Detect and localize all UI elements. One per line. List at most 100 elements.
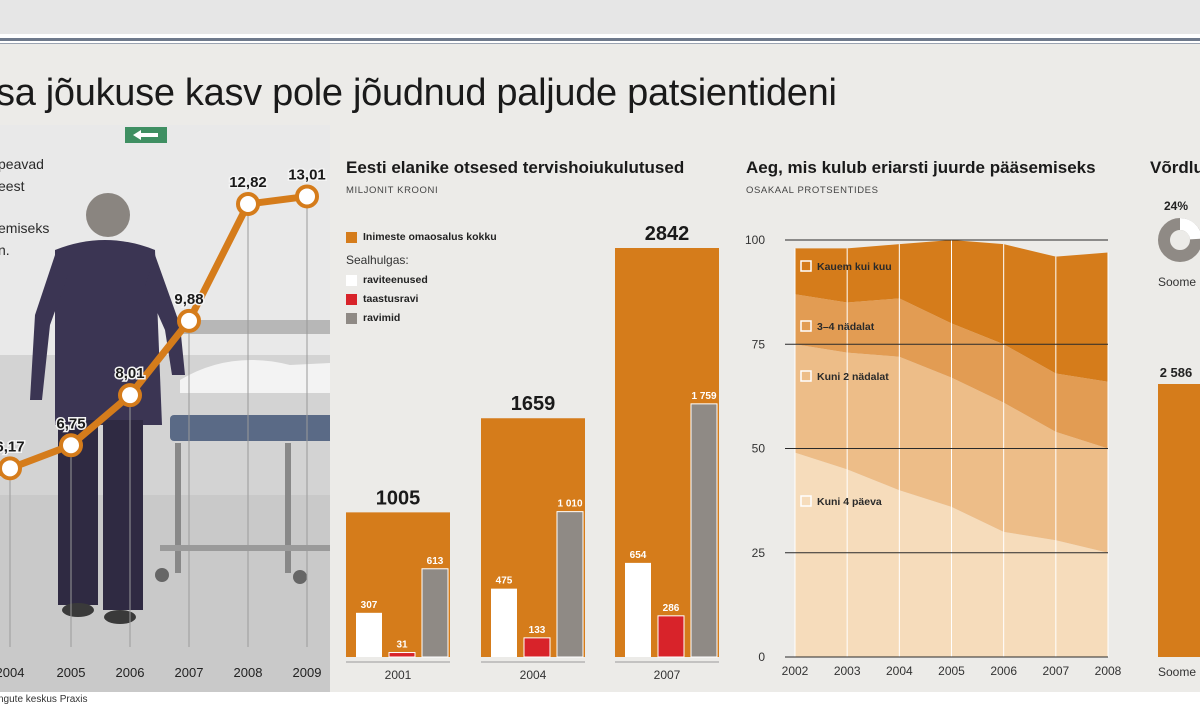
legend-swatch [346, 274, 357, 286]
comparison-chart: 24% Soome 2 586 Soome [1158, 199, 1200, 679]
y-tick-label: 0 [758, 650, 765, 664]
legend-swatch [346, 231, 357, 243]
area-label: Kuni 4 päeva [817, 496, 882, 508]
legend-label: taastusravi [363, 293, 419, 305]
bar-value-label: 1 010 [557, 499, 582, 510]
x-tick-label: 2005 [938, 664, 965, 678]
data-label: 13,01 [288, 166, 326, 183]
x-tick-label: 2007 [654, 668, 681, 682]
left-note-line: eest [0, 178, 25, 194]
waiting-area-chart: 0 25 50 75 100 2002 2003 2004 2005 2006 2007 2008 Ku… [745, 233, 1122, 678]
header-rule [0, 38, 1200, 41]
data-label: 8,01 [115, 365, 144, 382]
legend-ravimid: ravimid [346, 312, 400, 324]
bar-value-label: 286 [663, 603, 680, 614]
area-label: Kuni 2 nädalat [817, 371, 889, 383]
chart-subtitle-spending: MILJONIT KROONI [346, 185, 439, 196]
legend-box [800, 260, 812, 272]
bar-total-label: 1005 [376, 487, 421, 509]
pie-label: 24% [1164, 199, 1188, 213]
left-note-line: emiseks [0, 220, 50, 236]
legend-label: Inimeste omaosalus kokku [363, 231, 497, 243]
exit-sign-icon [125, 127, 167, 143]
left-note-line: peavad [0, 156, 44, 172]
chart-title-spending: Eesti elanike otsesed tervishoiukulutuse… [346, 158, 685, 177]
data-label: 12,82 [229, 174, 267, 191]
line-chart: 2004 2005 2006 2007 2008 2009 6,17 6,75 8,01 9,88… [0, 165, 327, 680]
bar-ravimid [690, 403, 718, 658]
pie-slice [1179, 218, 1200, 240]
x-tick-label: 2002 [782, 664, 809, 678]
chart-title-waiting: Aeg, mis kulub eriarsti juurde pääsemise… [746, 158, 1096, 177]
x-tick-label: 2009 [293, 665, 322, 680]
x-tick-label: 2008 [1095, 664, 1122, 678]
data-point [118, 383, 142, 408]
y-tick-label: 25 [752, 546, 766, 560]
bar-raviteenused [625, 562, 651, 657]
x-tick-label: 2006 [990, 664, 1017, 678]
bar-value [1158, 384, 1200, 657]
bar-label: 2 586 [1160, 365, 1193, 380]
x-tick-label: 2008 [234, 665, 263, 680]
legend-label: ravimid [363, 312, 401, 324]
spending-bar-chart: 1005 307 31 613 2001 1659 475 133 1 010 2004 2842 6… [346, 223, 719, 682]
bar-ravimid [556, 511, 584, 658]
bar-raviteenused [491, 588, 517, 657]
legend-swatch [346, 293, 357, 305]
bar-value-label: 654 [630, 550, 647, 561]
data-label: 6,17 [0, 438, 25, 455]
x-tick-label: Soome [1158, 665, 1196, 679]
legend-label: raviteenused [363, 274, 428, 286]
bar-value-label: 133 [529, 625, 546, 636]
top-band [0, 0, 1200, 34]
area-label: 3–4 nädalat [817, 321, 875, 333]
data-point [177, 308, 201, 333]
legend-box [800, 370, 812, 382]
legend-taastusravi: taastusravi [346, 293, 418, 305]
data-point [0, 456, 22, 481]
source-note: ngute keskus Praxis [0, 694, 88, 705]
bar-value-label: 307 [361, 600, 378, 611]
legend-swatch [346, 312, 357, 324]
y-tick-label: 75 [752, 337, 766, 351]
data-label: 9,88 [174, 291, 203, 308]
bar-total-label: 2842 [645, 223, 690, 245]
bar-raviteenused [356, 612, 382, 657]
data-point [236, 192, 260, 217]
bar-taastusravi [523, 637, 551, 658]
x-tick-label: 2005 [57, 665, 86, 680]
bar-value-label: 613 [427, 556, 444, 567]
series-line [0, 192, 308, 477]
x-tick-label: 2006 [116, 665, 145, 680]
x-tick-label: 2001 [385, 668, 412, 682]
header-rule-thin [0, 43, 1200, 44]
data-point [59, 433, 83, 458]
area-label: Kauem kui kuu [817, 261, 892, 273]
legend-raviteenused: raviteenused [346, 274, 428, 286]
x-tick-label: 2003 [834, 664, 861, 678]
bar-value-label: 475 [496, 576, 513, 587]
chart-title-comparison: Võrdlu [1150, 158, 1200, 177]
bar-taastusravi [657, 615, 685, 658]
left-note-line: n. [0, 242, 10, 258]
chart-subtitle-waiting: OSAKAAL PROTSENTIDES [746, 185, 879, 196]
bar-value-label: 1 759 [691, 391, 716, 402]
legend-box [800, 495, 812, 507]
x-tick-label: 2007 [175, 665, 204, 680]
y-tick-label: 100 [745, 233, 765, 247]
legend-box [800, 320, 812, 332]
pie-category: Soome [1158, 275, 1196, 289]
bar-taastusravi [388, 652, 416, 658]
x-tick-label: 2004 [0, 665, 24, 680]
headline: sa jõukuse kasv pole jõudnud paljude pat… [0, 72, 837, 114]
data-label: 6,75 [56, 415, 85, 432]
y-tick-label: 50 [752, 442, 766, 456]
bar-total-label: 1659 [511, 393, 556, 415]
x-tick-label: 2004 [520, 668, 547, 682]
legend-group-title: Sealhulgas: [346, 253, 409, 267]
bar-ravimid [421, 568, 449, 658]
x-tick-label: 2007 [1042, 664, 1069, 678]
x-tick-label: 2004 [886, 664, 913, 678]
bar-value-label: 31 [396, 640, 408, 651]
data-point [295, 184, 319, 209]
